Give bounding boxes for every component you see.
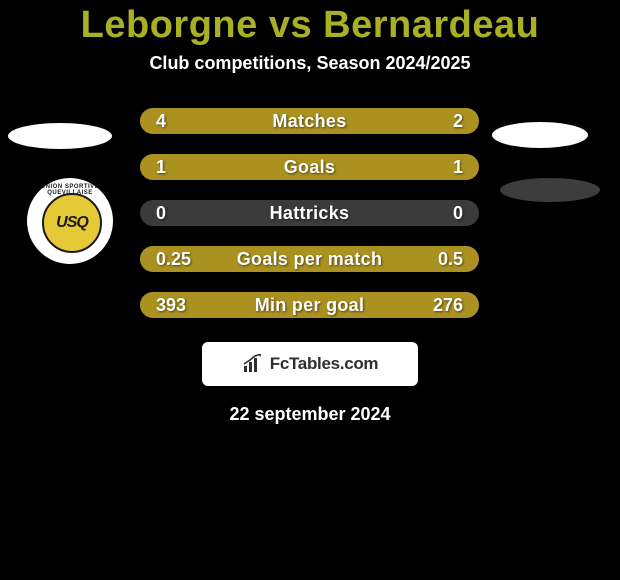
stat-row: 393276Min per goal xyxy=(140,292,479,318)
ellipse-right-bottom xyxy=(500,178,600,202)
fctables-badge: FcTables.com xyxy=(202,342,418,386)
fctables-text: FcTables.com xyxy=(270,354,379,374)
stat-label: Min per goal xyxy=(140,295,479,316)
stat-label: Hattricks xyxy=(140,203,479,224)
stat-label: Matches xyxy=(140,111,479,132)
ellipse-right-top xyxy=(492,122,588,148)
page-subtitle: Club competitions, Season 2024/2025 xyxy=(0,53,620,74)
date-text: 22 september 2024 xyxy=(0,404,620,425)
comparison-infographic: Leborgne vs Bernardeau Club competitions… xyxy=(0,0,620,580)
stat-row: 42Matches xyxy=(140,108,479,134)
stat-row: 00Hattricks xyxy=(140,200,479,226)
stat-row: 11Goals xyxy=(140,154,479,180)
bar-chart-icon xyxy=(242,354,264,374)
stat-label: Goals xyxy=(140,157,479,178)
club-badge-left: UNION SPORTIVE QUEVILLAISE USQ xyxy=(27,178,113,264)
club-badge-initials: USQ xyxy=(56,214,88,232)
page-title: Leborgne vs Bernardeau xyxy=(0,0,620,47)
stat-label: Goals per match xyxy=(140,249,479,270)
ellipse-left xyxy=(8,123,112,149)
club-badge-inner: USQ xyxy=(42,193,102,253)
stat-row: 0.250.5Goals per match xyxy=(140,246,479,272)
